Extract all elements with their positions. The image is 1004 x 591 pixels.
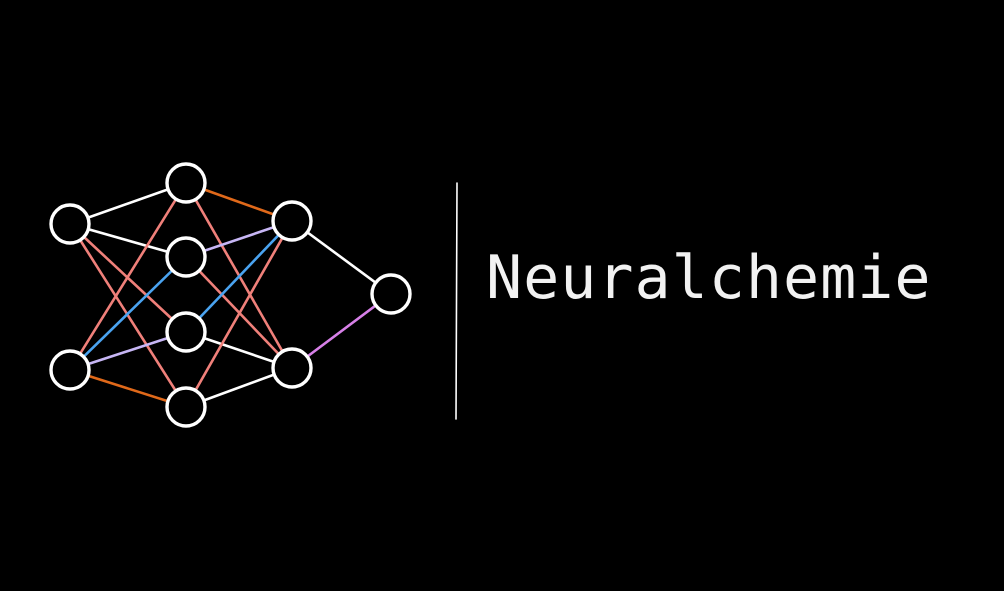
- network-edge: [68, 222, 188, 409]
- network-node: [370, 273, 412, 315]
- network-node: [165, 311, 207, 353]
- network-edge: [184, 219, 294, 409]
- network-node: [271, 347, 313, 389]
- network-node: [165, 236, 207, 278]
- network-node: [165, 162, 207, 204]
- network-node: [271, 200, 313, 242]
- network-edge: [184, 219, 294, 334]
- network-node: [49, 203, 91, 245]
- network-nodes: [49, 162, 412, 428]
- network-node: [49, 349, 91, 391]
- network-edge: [68, 181, 188, 372]
- network-node: [165, 386, 207, 428]
- network-edges: [68, 181, 393, 409]
- network-edge: [68, 255, 188, 372]
- brand-name: Neuralchemie: [486, 243, 932, 313]
- divider: [455, 182, 458, 420]
